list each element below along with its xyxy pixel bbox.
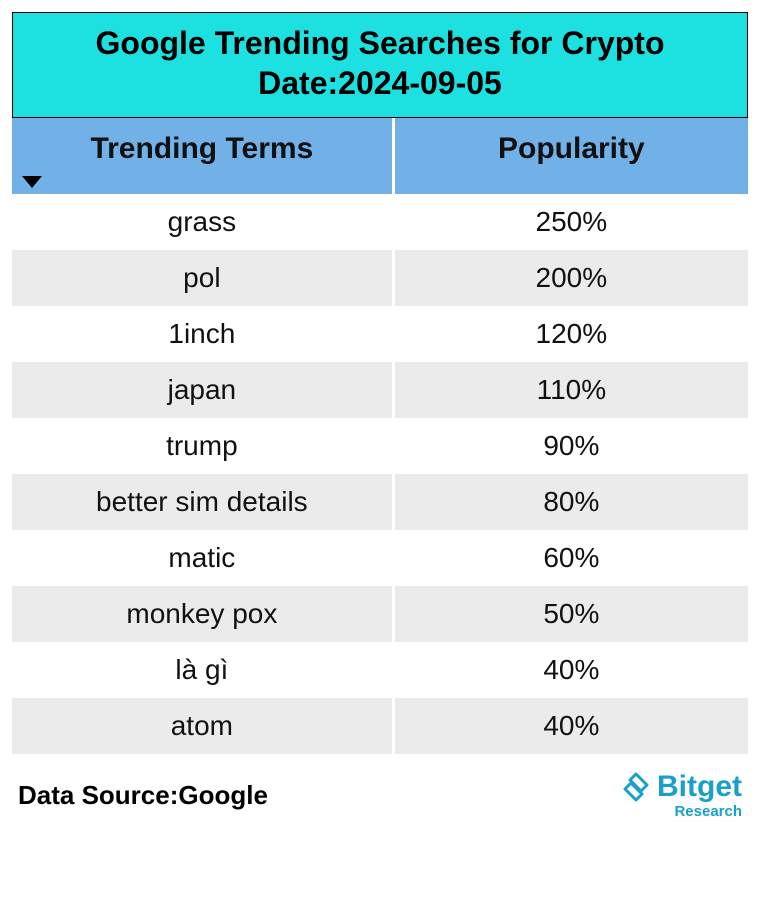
cell-popularity: 40% <box>395 698 748 754</box>
page-title: Google Trending Searches for Crypto Date… <box>21 23 739 103</box>
cell-term: 1inch <box>12 306 395 362</box>
cell-term: monkey pox <box>12 586 395 642</box>
cell-popularity: 80% <box>395 474 748 530</box>
column-header-popularity-label: Popularity <box>498 132 645 165</box>
brand-logo: Bitget Research <box>621 772 742 819</box>
table-row: grass250% <box>12 194 748 250</box>
cell-popularity: 120% <box>395 306 748 362</box>
cell-term: là gì <box>12 642 395 698</box>
table-row: better sim details80% <box>12 474 748 530</box>
cell-popularity: 50% <box>395 586 748 642</box>
cell-term: trump <box>12 418 395 474</box>
cell-term: atom <box>12 698 395 754</box>
table-row: là gì40% <box>12 642 748 698</box>
table-header-row: Trending Terms Popularity <box>12 118 748 194</box>
cell-popularity: 200% <box>395 250 748 306</box>
table-row: japan110% <box>12 362 748 418</box>
table-row: monkey pox50% <box>12 586 748 642</box>
footer: Data Source:Google Bitget Research <box>12 754 748 827</box>
column-header-popularity[interactable]: Popularity <box>395 118 748 194</box>
cell-term: pol <box>12 250 395 306</box>
table-row: 1inch120% <box>12 306 748 362</box>
brand-text: Bitget Research <box>657 772 742 819</box>
title-line-1: Google Trending Searches for Crypto <box>96 25 665 61</box>
sort-descending-icon[interactable] <box>22 176 42 188</box>
data-source-label: Data Source:Google <box>18 780 268 811</box>
page-container: Google Trending Searches for Crypto Date… <box>0 0 760 839</box>
table-row: matic60% <box>12 530 748 586</box>
title-line-2: Date:2024-09-05 <box>258 65 502 101</box>
cell-term: matic <box>12 530 395 586</box>
trending-table: Trending Terms Popularity grass250%pol20… <box>12 118 748 754</box>
table-row: atom40% <box>12 698 748 754</box>
table-body: grass250%pol200%1inch120%japan110%trump9… <box>12 194 748 754</box>
table-row: pol200% <box>12 250 748 306</box>
cell-popularity: 250% <box>395 194 748 250</box>
cell-popularity: 40% <box>395 642 748 698</box>
brand-subtitle: Research <box>674 804 742 819</box>
brand-name: Bitget <box>657 772 742 802</box>
cell-popularity: 60% <box>395 530 748 586</box>
title-bar: Google Trending Searches for Crypto Date… <box>12 12 748 118</box>
cell-popularity: 90% <box>395 418 748 474</box>
cell-popularity: 110% <box>395 362 748 418</box>
column-header-term[interactable]: Trending Terms <box>12 118 395 194</box>
cell-term: japan <box>12 362 395 418</box>
cell-term: grass <box>12 194 395 250</box>
table-row: trump90% <box>12 418 748 474</box>
brand-diamond-icon <box>621 772 651 802</box>
cell-term: better sim details <box>12 474 395 530</box>
column-header-term-label: Trending Terms <box>90 132 313 165</box>
